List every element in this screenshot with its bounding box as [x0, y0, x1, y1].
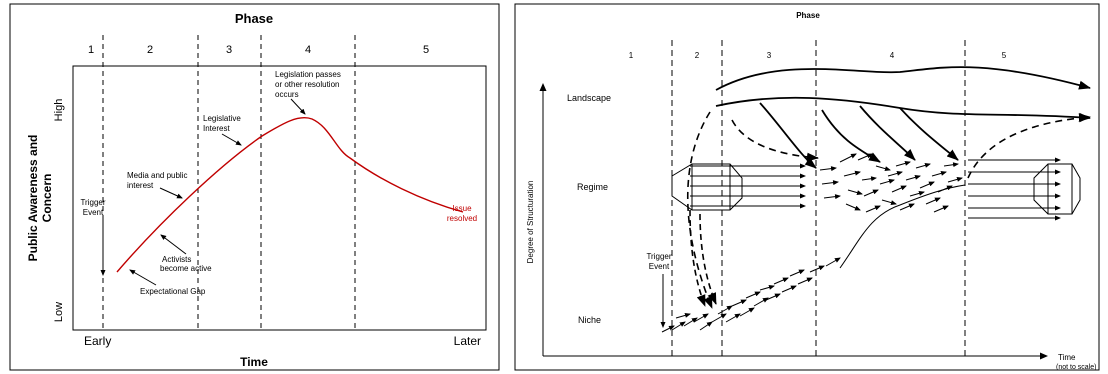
trigger-event-label-2: Event	[83, 208, 104, 217]
left-plot-area	[72, 65, 487, 331]
legislation-label-2: or other resolution	[275, 80, 339, 89]
left-x-axis-label: Time	[240, 355, 268, 369]
trigger-event-label-1: Trigger	[80, 198, 105, 207]
right-regime-arrows	[968, 157, 1061, 221]
issue-resolved-label-1: Issue	[452, 204, 472, 213]
right-phase-4: 4	[890, 51, 895, 60]
activists-label-2: become active	[160, 264, 212, 273]
left-phase-4: 4	[305, 44, 311, 56]
right-phase-3: 3	[767, 51, 772, 60]
left-y-axis-label-line1: Public Awareness and	[26, 135, 40, 262]
landscape-pressure-3	[859, 105, 916, 161]
left-diagram: Phase 1 2 3 4 5 Public Awareness and Con…	[9, 3, 500, 371]
left-phase-title: Phase	[235, 11, 273, 26]
legislative-label-1: Legislative	[203, 114, 241, 123]
regime-arrow-cluster	[819, 153, 963, 213]
issue-resolved-label-2: resolved	[447, 214, 477, 223]
time-label: Time	[1058, 353, 1076, 362]
landscape-pressure-2	[821, 109, 881, 163]
trigger-label-1: Trigger	[646, 252, 671, 261]
media-label-2: interest	[127, 181, 154, 190]
landscape-pressure-1	[759, 102, 817, 169]
left-y-high: High	[53, 99, 65, 122]
issue-attention-curve	[116, 117, 464, 273]
activists-arrow	[160, 234, 187, 255]
legislation-arrow	[290, 98, 306, 115]
left-regime-arrows	[690, 163, 806, 209]
left-x-later: Later	[454, 334, 481, 348]
left-y-axis-label-line2: Concern	[40, 174, 54, 223]
landscape-to-niche-flow	[687, 111, 713, 309]
left-phase-1: 1	[88, 44, 94, 56]
right-phase-1: 1	[629, 51, 634, 60]
landscape-to-regime-flow	[731, 119, 819, 162]
left-y-low: Low	[53, 302, 65, 322]
left-regime-prism	[671, 163, 743, 211]
right-phase-5: 5	[1002, 51, 1007, 60]
left-frame	[9, 3, 500, 371]
regime-to-landscape-flow	[967, 113, 1091, 179]
landscape-flow-1	[715, 66, 1091, 91]
media-arrow	[159, 187, 183, 199]
activists-label-1: Activists	[162, 255, 191, 264]
right-phase-title: Phase	[796, 11, 820, 20]
legislative-arrow	[221, 133, 242, 146]
legislation-label-1: Legislation passes	[275, 70, 341, 79]
landscape-label: Landscape	[567, 93, 611, 103]
expectational-gap-arrow	[129, 269, 157, 286]
media-label-1: Media and public	[127, 171, 187, 180]
regime-label: Regime	[577, 182, 608, 192]
niche-arrow-swarm	[661, 257, 841, 333]
legislation-label-3: occurs	[275, 90, 299, 99]
left-phase-5: 5	[423, 44, 429, 56]
legislative-label-2: Interest	[203, 124, 230, 133]
expectational-gap-label: Expectational Gap	[140, 287, 206, 296]
right-frame	[514, 3, 1100, 371]
niche-label: Niche	[578, 315, 601, 325]
right-diagram: Phase 1 2 3 4 5 Degree of Structuration …	[514, 3, 1100, 371]
landscape-pressure-4	[899, 107, 959, 161]
trigger-label-2: Event	[649, 262, 670, 271]
left-phase-3: 3	[226, 44, 232, 56]
time-note: (not to scale)	[1056, 364, 1096, 371]
right-phase-2: 2	[695, 51, 700, 60]
regime-to-niche-flow-1	[689, 209, 706, 307]
left-phase-2: 2	[147, 44, 153, 56]
right-y-axis-label: Degree of Structuration	[526, 181, 535, 264]
regime-to-niche-flow-2	[699, 213, 717, 305]
left-x-early: Early	[84, 334, 111, 348]
